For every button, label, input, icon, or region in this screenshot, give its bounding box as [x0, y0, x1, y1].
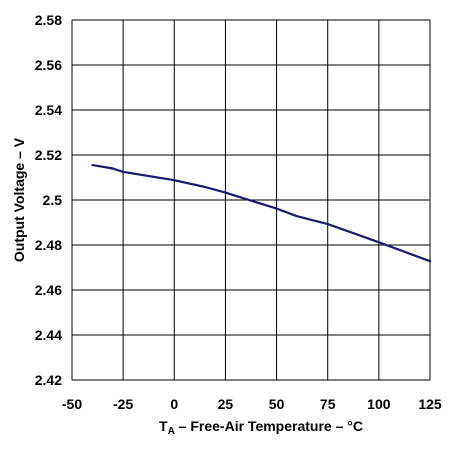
x-axis-label-main: T	[159, 418, 168, 434]
series-line	[91, 164, 432, 263]
y-tick-label: 2.5	[43, 192, 63, 208]
x-axis-label-rest: – Free-Air Temperature – °C	[175, 418, 363, 434]
y-tick-label: 2.48	[35, 237, 62, 253]
y-tick-label: 2.44	[35, 327, 62, 343]
x-tick-labels: -50 -25 0 25 50 75 100 125	[62, 396, 442, 412]
x-tick-label: 50	[269, 396, 285, 412]
y-tick-labels: 2.42 2.44 2.46 2.48 2.5 2.52 2.54 2.56 2.58	[35, 12, 62, 388]
x-tick-label: 25	[218, 396, 234, 412]
y-tick-label: 2.42	[35, 372, 62, 388]
x-axis-label-subscript: A	[168, 426, 175, 437]
y-tick-label: 2.46	[35, 282, 62, 298]
x-tick-label: -50	[62, 396, 82, 412]
x-tick-label: 75	[320, 396, 336, 412]
y-tick-label: 2.56	[35, 57, 62, 73]
y-tick-label: 2.52	[35, 147, 62, 163]
y-tick-label: 2.54	[35, 102, 62, 118]
y-tick-label: 2.58	[35, 12, 62, 28]
x-tick-label: 0	[170, 396, 178, 412]
x-tick-label: 125	[418, 396, 442, 412]
plot-frame	[71, 19, 431, 381]
x-tick-label: 100	[367, 396, 391, 412]
y-axis-label: Output Voltage – V	[11, 137, 27, 262]
series-layer	[91, 164, 432, 263]
x-tick-label: -25	[113, 396, 133, 412]
x-axis-label: TA – Free-Air Temperature – °C	[159, 418, 363, 437]
